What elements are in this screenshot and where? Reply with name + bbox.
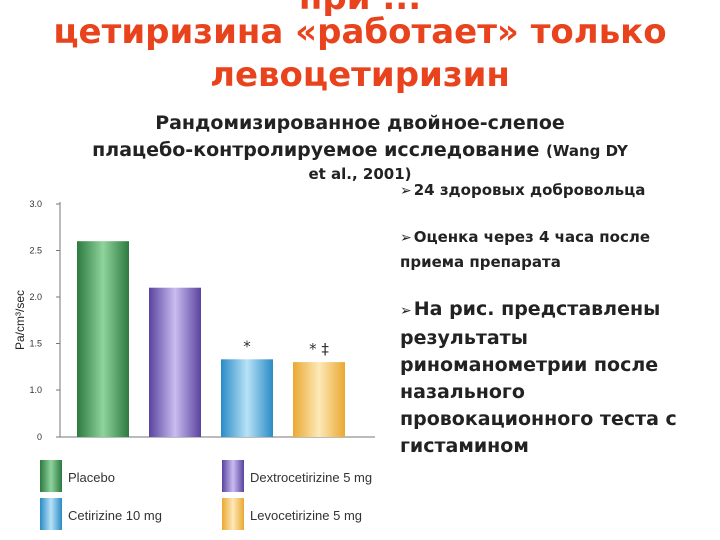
legend-label: Placebo [68, 470, 115, 485]
legend-label: Dextrocetirizine 5 mg [250, 470, 372, 485]
bar-annotation: * [243, 337, 251, 355]
study-description-text: плацебо-контролируемое исследование [92, 139, 540, 161]
legend-label: Levocetirizine 5 mg [250, 508, 362, 523]
slide-title-line-2: левоцетиризин [210, 55, 510, 95]
legend-label: Cetirizine 10 mg [68, 508, 162, 523]
y-axis-label: Pa/cm³/sec [13, 290, 27, 350]
legend-swatch [222, 498, 244, 530]
slide-title-partial-line: при ... [0, 0, 720, 18]
study-description-line-1: Рандомизированное двойное-слепое [155, 112, 565, 134]
arrow-bullet-icon: ➢ [400, 303, 412, 319]
y-tick-label: 1.5 [29, 339, 42, 349]
slide-title-line-1: цетиризина «работает» только [53, 12, 667, 52]
y-tick-label: 3.0 [29, 199, 42, 209]
legend-swatch [40, 460, 62, 492]
bullet-item: ➢ На рис. представлены результаты риноман… [400, 298, 677, 457]
legend-swatch [40, 498, 62, 530]
citation-part-2: et al., 2001) [308, 165, 412, 183]
study-description-line-2: плацебо-контролируемое исследование (Wan… [0, 137, 720, 164]
bullet-item: ➢ 24 здоровых добровольца [400, 181, 646, 199]
bar-3 [293, 362, 345, 437]
bar-chart: 0 1.0 1.5 2.0 2.5 3.0 Pa/cm³/sec * * ‡ Placebo De… [13, 199, 375, 530]
y-tick-label: 1.0 [29, 385, 42, 395]
arrow-bullet-icon: ➢ [400, 183, 412, 199]
y-tick-label: 2.0 [29, 292, 42, 302]
y-tick-label: 0 [37, 432, 42, 442]
legend-swatch [222, 460, 244, 492]
citation-part-1: (Wang DY [545, 142, 628, 160]
bar-1 [149, 287, 201, 437]
bar-annotation: * ‡ [309, 340, 329, 358]
study-details-list: ➢ 24 здоровых добровольца ➢ Оценка через 4… [400, 178, 700, 482]
bar-2 [221, 359, 273, 437]
bar-0 [77, 241, 129, 437]
y-tick-label: 2.5 [29, 246, 42, 256]
arrow-bullet-icon: ➢ [400, 230, 412, 246]
bullet-item: ➢ Оценка через 4 часа после приема препар… [400, 228, 651, 271]
